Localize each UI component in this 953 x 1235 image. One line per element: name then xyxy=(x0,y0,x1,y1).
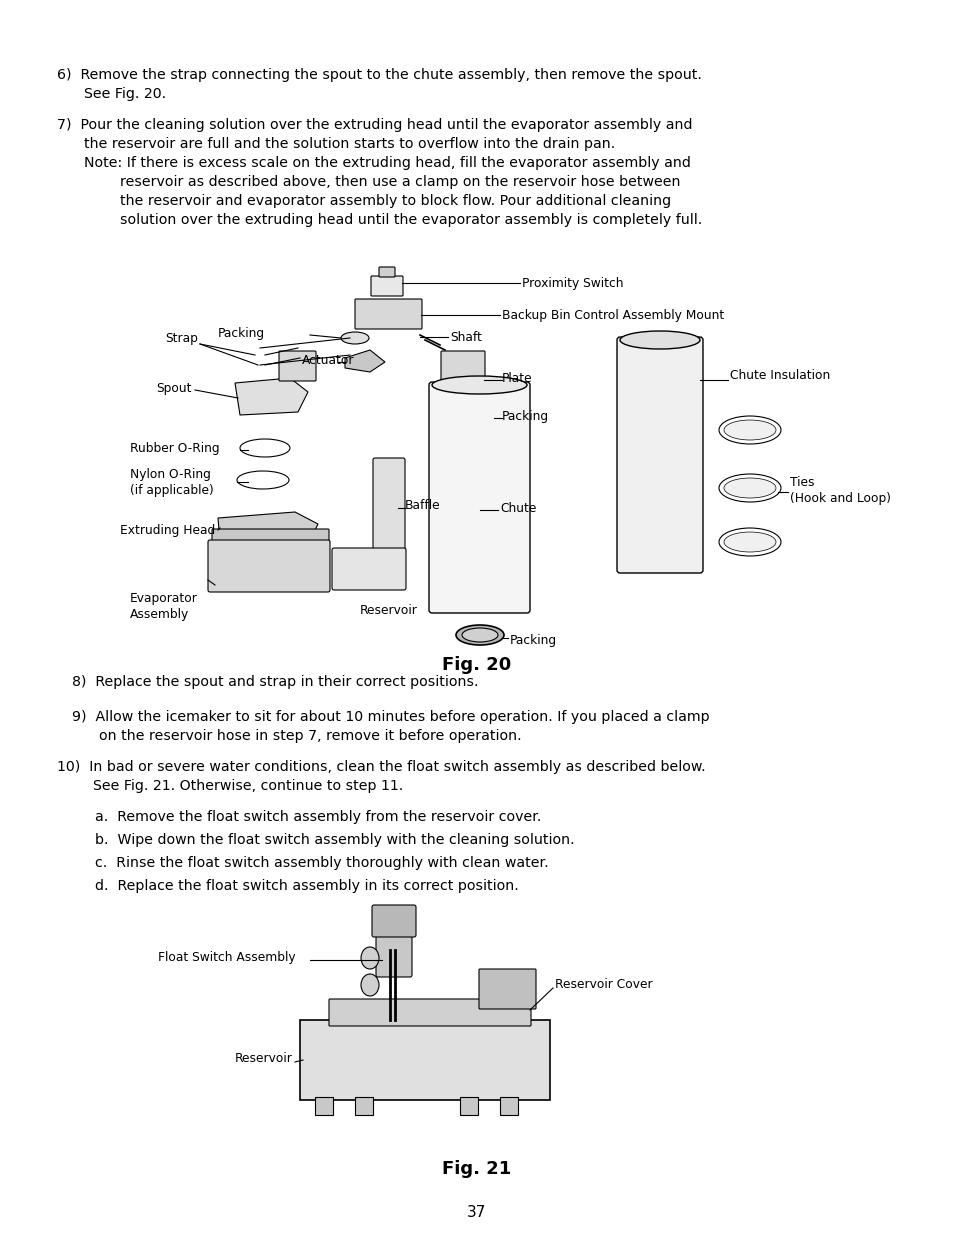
FancyBboxPatch shape xyxy=(478,969,536,1009)
Polygon shape xyxy=(218,513,317,542)
Ellipse shape xyxy=(360,974,378,995)
Text: Extruding Head: Extruding Head xyxy=(120,524,215,536)
Text: c.  Rinse the float switch assembly thoroughly with clean water.: c. Rinse the float switch assembly thoro… xyxy=(95,856,548,869)
Ellipse shape xyxy=(719,474,781,501)
FancyBboxPatch shape xyxy=(373,458,405,557)
Text: a.  Remove the float switch assembly from the reservoir cover.: a. Remove the float switch assembly from… xyxy=(95,810,540,824)
FancyBboxPatch shape xyxy=(375,921,412,977)
Text: Strap: Strap xyxy=(165,331,197,345)
Ellipse shape xyxy=(340,332,369,345)
Text: 8)  Replace the spout and strap in their correct positions.: 8) Replace the spout and strap in their … xyxy=(71,676,478,689)
Text: 6)  Remove the strap connecting the spout to the chute assembly, then remove the: 6) Remove the strap connecting the spout… xyxy=(57,68,701,101)
Text: 37: 37 xyxy=(467,1205,486,1220)
FancyBboxPatch shape xyxy=(278,351,315,382)
Text: Packing: Packing xyxy=(510,634,557,646)
Text: Backup Bin Control Assembly Mount: Backup Bin Control Assembly Mount xyxy=(501,309,723,321)
Ellipse shape xyxy=(456,625,503,645)
Ellipse shape xyxy=(723,532,775,552)
Text: Fig. 20: Fig. 20 xyxy=(442,656,511,674)
FancyBboxPatch shape xyxy=(440,351,484,383)
Text: 9)  Allow the icemaker to sit for about 10 minutes before operation. If you plac: 9) Allow the icemaker to sit for about 1… xyxy=(71,710,709,743)
Text: Evaporator
Assembly: Evaporator Assembly xyxy=(130,592,197,621)
Bar xyxy=(459,1097,477,1115)
Text: Chute Insulation: Chute Insulation xyxy=(729,368,829,382)
Bar xyxy=(499,1097,517,1115)
Ellipse shape xyxy=(723,478,775,498)
Ellipse shape xyxy=(619,331,700,350)
Text: Packing: Packing xyxy=(218,326,265,340)
Ellipse shape xyxy=(719,416,781,445)
FancyBboxPatch shape xyxy=(429,382,530,613)
Text: Fig. 21: Fig. 21 xyxy=(442,1160,511,1178)
Polygon shape xyxy=(234,378,308,415)
FancyBboxPatch shape xyxy=(208,540,330,592)
FancyBboxPatch shape xyxy=(378,267,395,277)
Text: Plate: Plate xyxy=(501,372,532,384)
Bar xyxy=(355,1097,373,1115)
Ellipse shape xyxy=(461,411,494,425)
Text: Packing: Packing xyxy=(501,410,549,422)
Text: Chute: Chute xyxy=(499,501,536,515)
Bar xyxy=(314,1097,333,1115)
FancyBboxPatch shape xyxy=(372,905,416,937)
Text: b.  Wipe down the float switch assembly with the cleaning solution.: b. Wipe down the float switch assembly w… xyxy=(95,832,574,847)
Ellipse shape xyxy=(723,420,775,440)
FancyBboxPatch shape xyxy=(332,548,406,590)
Ellipse shape xyxy=(360,947,378,969)
Text: Ties
(Hook and Loop): Ties (Hook and Loop) xyxy=(789,475,890,505)
Text: Actuator: Actuator xyxy=(302,353,355,367)
Text: Nylon O-Ring
(if applicable): Nylon O-Ring (if applicable) xyxy=(130,468,213,496)
Text: d.  Replace the float switch assembly in its correct position.: d. Replace the float switch assembly in … xyxy=(95,879,518,893)
Text: Spout: Spout xyxy=(156,382,192,394)
Text: 10)  In bad or severe water conditions, clean the float switch assembly as descr: 10) In bad or severe water conditions, c… xyxy=(57,760,705,793)
Text: Shaft: Shaft xyxy=(450,331,481,343)
Ellipse shape xyxy=(461,629,497,642)
Polygon shape xyxy=(345,350,385,372)
Text: Float Switch Assembly: Float Switch Assembly xyxy=(158,951,295,965)
Text: Baffle: Baffle xyxy=(405,499,440,511)
FancyBboxPatch shape xyxy=(329,999,531,1026)
Ellipse shape xyxy=(432,375,526,394)
Text: 7)  Pour the cleaning solution over the extruding head until the evaporator asse: 7) Pour the cleaning solution over the e… xyxy=(57,119,701,227)
Text: Reservoir Cover: Reservoir Cover xyxy=(555,978,652,992)
FancyBboxPatch shape xyxy=(212,529,329,556)
Text: Reservoir: Reservoir xyxy=(359,604,417,616)
Text: Rubber O-Ring: Rubber O-Ring xyxy=(130,441,219,454)
FancyBboxPatch shape xyxy=(355,299,421,329)
Text: Proximity Switch: Proximity Switch xyxy=(521,277,623,289)
FancyBboxPatch shape xyxy=(617,337,702,573)
FancyBboxPatch shape xyxy=(371,275,402,296)
FancyBboxPatch shape xyxy=(299,1020,550,1100)
Text: Reservoir: Reservoir xyxy=(234,1051,293,1065)
Ellipse shape xyxy=(719,529,781,556)
